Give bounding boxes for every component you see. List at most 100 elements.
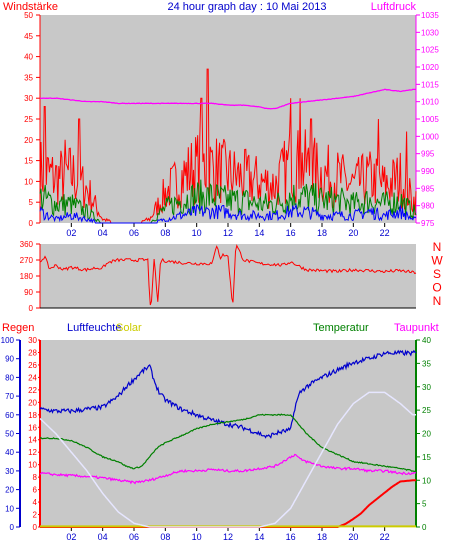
humidity-y-tick-label: 0: [10, 523, 15, 532]
wind-series-line: [39, 68, 417, 224]
humidity-y-tick-label: 80: [5, 373, 14, 382]
bot-x-tick-label: 06: [129, 532, 139, 542]
direction-y-tick-label: 0: [29, 304, 34, 313]
wind-y-tick-label: 10: [24, 177, 33, 186]
wind-y-tick-label: 30: [24, 94, 33, 103]
avg-series-line: [39, 203, 417, 224]
dewpoint-label: Taupunkt: [394, 322, 439, 334]
bot-x-tick-label: 22: [380, 532, 390, 542]
rain-y-tick-label: 12: [28, 448, 37, 457]
wind-y-tick-label: 40: [24, 53, 33, 62]
temperature-y-tick-label: 5: [422, 500, 427, 509]
rain-y-tick-label: 24: [28, 373, 37, 382]
wind-y-tick-label: 50: [24, 11, 33, 20]
direction-y-tick-label: 180: [20, 272, 34, 281]
bot-x-tick-label: 18: [317, 532, 327, 542]
pressure-y-tick-label: 1025: [421, 46, 439, 55]
humidity-y-tick-label: 100: [1, 336, 15, 345]
bot-x-tick-label: 16: [286, 532, 296, 542]
wind-y-tick-label: 35: [24, 73, 33, 82]
bot-x-tick-label: 14: [254, 532, 264, 542]
rain-label: Regen: [2, 322, 34, 334]
bot-x-tick-label: 12: [223, 532, 233, 542]
temperature-y-tick-label: 10: [422, 476, 431, 485]
pressure-y-tick-label: 1015: [421, 80, 439, 89]
dewpoint-series-line: [39, 453, 417, 485]
rain-y-tick-label: 28: [28, 348, 37, 357]
pressure-y-tick-label: 990: [421, 167, 435, 176]
wind-axis-label: Windstärke: [3, 1, 58, 13]
mid-plot-area: [40, 244, 416, 308]
humidity-y-tick-label: 10: [5, 504, 14, 513]
bot-x-tick-label: 20: [348, 532, 358, 542]
pressure-y-tick-label: 1000: [421, 132, 439, 141]
humidity-label: Luftfeuchte: [67, 322, 121, 334]
compass-label: W: [431, 254, 443, 268]
wind-y-tick-label: 20: [24, 136, 33, 145]
bot-x-tick-label: 02: [66, 532, 76, 542]
top-x-tick-label: 08: [160, 228, 170, 238]
humidity-y-tick-label: 20: [5, 486, 14, 495]
wind-y-tick-label: 45: [24, 32, 33, 41]
top-x-tick-label: 02: [66, 228, 76, 238]
chart-title: 24 hour graph day : 10 Mai 2013: [167, 1, 326, 13]
pressure-axis-label: Luftdruck: [371, 1, 417, 13]
top-x-tick-label: 04: [98, 228, 108, 238]
top-x-tick-label: 06: [129, 228, 139, 238]
rain-y-tick-label: 4: [33, 498, 38, 507]
rain-y-tick-label: 8: [33, 473, 38, 482]
wind-y-tick-label: 0: [29, 219, 34, 228]
direction-y-tick-label: 270: [20, 256, 34, 265]
pressure-y-tick-label: 1035: [421, 11, 439, 20]
humidity-y-tick-label: 40: [5, 448, 14, 457]
top-x-tick-label: 14: [254, 228, 264, 238]
direction-series-line: [39, 244, 417, 306]
pressure-y-tick-label: 975: [421, 219, 435, 228]
bot-plot-area: [40, 340, 416, 527]
humidity-y-tick-label: 30: [5, 467, 14, 476]
temperature-label: Temperatur: [313, 322, 369, 334]
wind-pressure-chart: 0510152025303540455097598098599099510001…: [24, 11, 439, 238]
top-x-tick-label: 18: [317, 228, 327, 238]
bot-x-tick-label: 08: [160, 532, 170, 542]
bot-x-tick-label: 04: [98, 532, 108, 542]
humidity-y-tick-label: 60: [5, 411, 14, 420]
pressure-series-line: [39, 88, 417, 110]
direction-y-tick-label: 360: [20, 240, 34, 249]
top-x-tick-label: 16: [286, 228, 296, 238]
wind-y-tick-label: 5: [29, 198, 34, 207]
temperature-y-tick-label: 25: [422, 406, 431, 415]
top-plot-area: [40, 15, 416, 223]
rain-y-tick-label: 6: [33, 486, 38, 495]
solar-label: Solar: [116, 322, 142, 334]
direction-y-tick-label: 90: [24, 288, 33, 297]
pressure-y-tick-label: 1005: [421, 115, 439, 124]
compass-label: N: [433, 294, 442, 308]
rain-y-tick-label: 10: [28, 461, 37, 470]
pressure-y-tick-label: 1010: [421, 98, 439, 107]
humidity-y-tick-label: 90: [5, 355, 14, 364]
rain-y-tick-label: 18: [28, 411, 37, 420]
rain-y-tick-label: 30: [28, 336, 37, 345]
pressure-y-tick-label: 1030: [421, 28, 439, 37]
wind-y-tick-label: 25: [24, 115, 33, 124]
rain-y-tick-label: 14: [28, 436, 37, 445]
humidity-series-line: [39, 349, 417, 439]
top-x-tick-label: 12: [223, 228, 233, 238]
top-x-tick-label: 20: [348, 228, 358, 238]
temperature-y-tick-label: 20: [422, 430, 431, 439]
pressure-y-tick-label: 980: [421, 202, 435, 211]
rain-y-tick-label: 0: [33, 523, 38, 532]
temperature-y-tick-label: 35: [422, 359, 431, 368]
rain-y-tick-label: 20: [28, 398, 37, 407]
humidity-y-tick-label: 50: [5, 430, 14, 439]
temperature-series-line: [39, 413, 417, 473]
rain-y-tick-label: 26: [28, 361, 37, 370]
temperature-y-tick-label: 40: [422, 336, 431, 345]
top-x-tick-label: 22: [380, 228, 390, 238]
compass-label: N: [433, 240, 442, 254]
climate-chart: 0102030405060708090100024681012141618202…: [1, 336, 432, 542]
pressure-y-tick-label: 985: [421, 184, 435, 193]
humidity-y-tick-label: 70: [5, 392, 14, 401]
